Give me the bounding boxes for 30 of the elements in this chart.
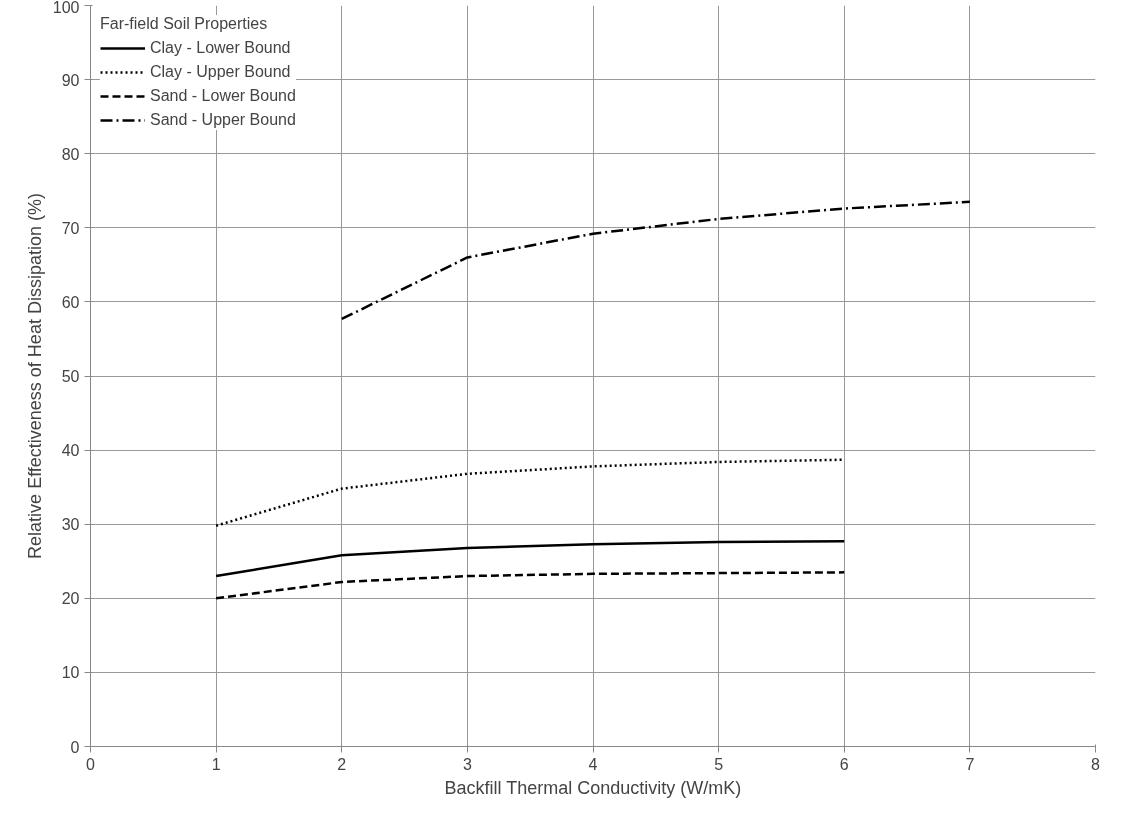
x-tick-label: 4 [588, 755, 598, 773]
legend-label: Sand - Lower Bound [150, 87, 296, 105]
x-tick-label: 2 [337, 755, 347, 773]
legend-label: Sand - Upper Bound [150, 111, 296, 129]
x-tick-label: 0 [86, 755, 96, 773]
x-tick-label: 7 [965, 755, 975, 773]
y-tick-label: 70 [61, 219, 80, 237]
y-tick-label: 20 [61, 590, 80, 608]
x-tick-label: 8 [1091, 755, 1101, 773]
x-tick-label: 3 [462, 755, 472, 773]
x-axis-title: Backfill Thermal Conductivity (W/mK) [444, 777, 742, 798]
line-series [214, 571, 846, 600]
x-tick-label: 6 [839, 755, 849, 773]
x-tick-label: 5 [714, 755, 724, 773]
legend-label: Clay - Lower Bound [150, 39, 291, 57]
y-axis-title: Relative Effectiveness of Heat Dissipation (%) [24, 193, 45, 559]
x-tick-label: 1 [211, 755, 221, 773]
y-tick-label: 10 [61, 664, 80, 682]
legend-label: Clay - Upper Bound [150, 63, 291, 81]
y-tick-label: 50 [61, 368, 80, 385]
y-tick-label: 100 [52, 0, 80, 16]
line-series [340, 200, 972, 321]
y-tick-label: 90 [61, 71, 80, 89]
legend-title: Far-field Soil Properties [100, 15, 269, 33]
y-tick-label: 40 [61, 442, 80, 460]
y-tick-label: 60 [61, 293, 80, 311]
line-series [214, 539, 846, 578]
y-tick-label: 0 [70, 738, 80, 756]
y-tick-label: 80 [61, 145, 80, 163]
y-tick-label: 30 [61, 516, 80, 534]
